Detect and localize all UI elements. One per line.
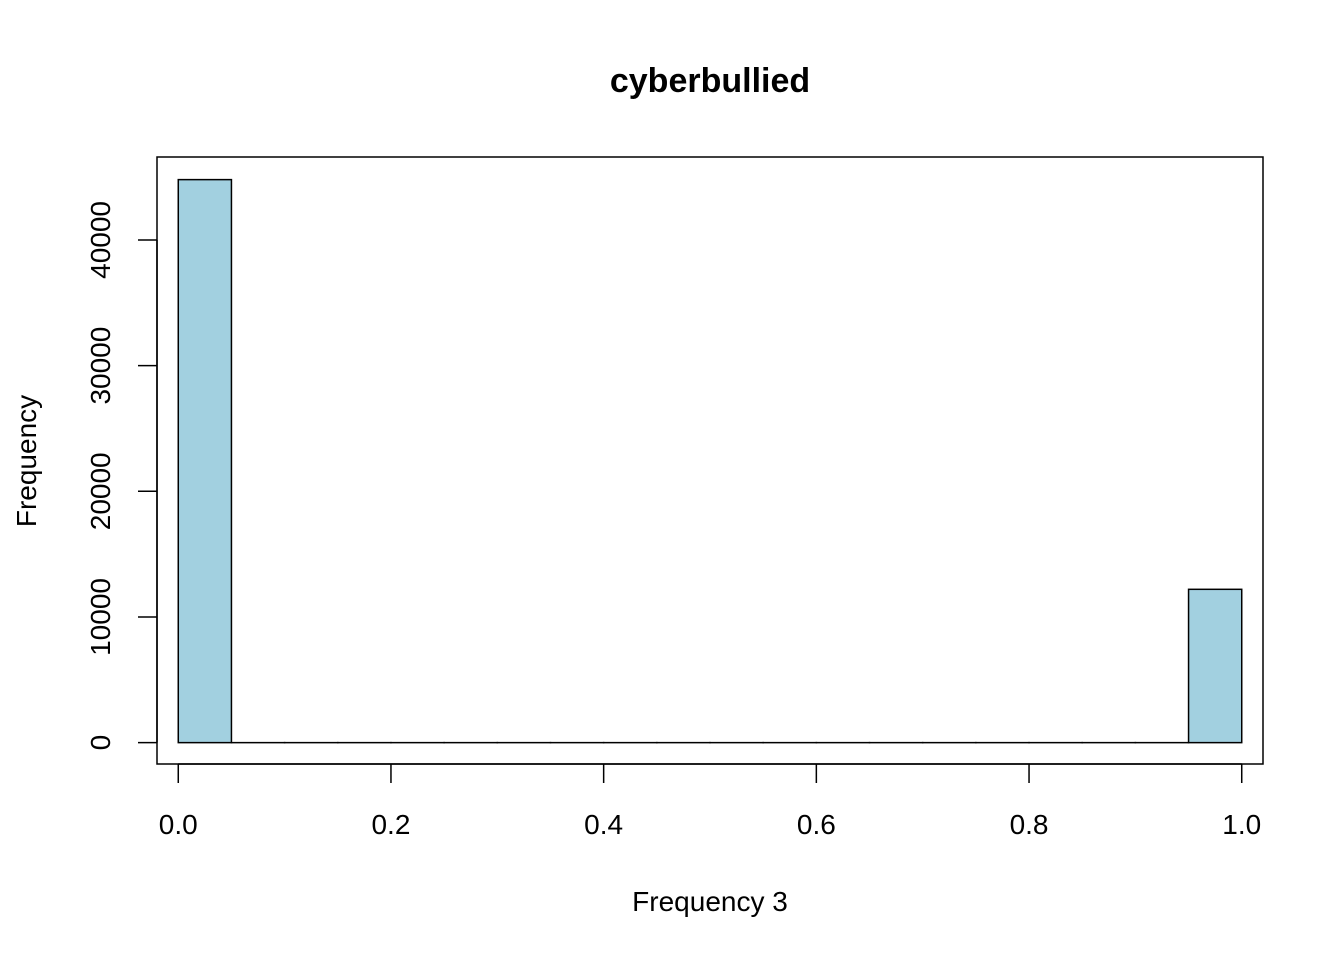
y-tick-label: 0: [85, 735, 116, 751]
y-axis: 0 10000 20000 30000 40000: [85, 201, 158, 751]
x-axis: 0.0 0.2 0.4 0.6 0.8 1.0: [159, 763, 1261, 840]
histogram-bar: [177, 178, 233, 744]
x-tick-label: 0.2: [371, 809, 410, 840]
y-tick-label: 20000: [85, 452, 116, 530]
chart-title: cyberbullied: [610, 62, 810, 100]
x-tick-label: 0.4: [584, 809, 623, 840]
plot-frame: [156, 156, 1264, 765]
y-axis-label: Frequency: [11, 395, 42, 527]
x-tick-label: 0.8: [1010, 809, 1049, 840]
x-axis-label: Frequency 3: [632, 886, 788, 917]
histogram-bar: [1187, 588, 1243, 744]
y-tick-label: 10000: [85, 578, 116, 656]
y-tick-label: 30000: [85, 327, 116, 405]
x-tick-label: 0.0: [159, 809, 198, 840]
histogram-bars: [177, 178, 1243, 744]
plot-box: [156, 156, 1264, 765]
x-tick-label: 0.6: [797, 809, 836, 840]
x-tick-label: 1.0: [1222, 809, 1261, 840]
y-tick-label: 40000: [85, 201, 116, 279]
